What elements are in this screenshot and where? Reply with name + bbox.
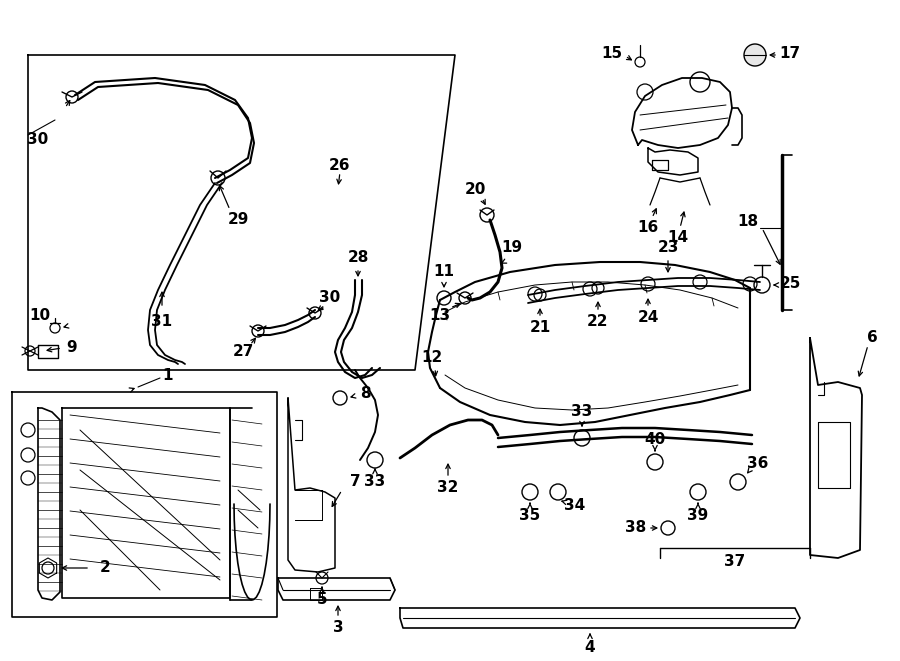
Text: 12: 12 xyxy=(421,350,443,366)
Text: 20: 20 xyxy=(464,182,486,198)
Text: 29: 29 xyxy=(228,212,248,227)
Text: 31: 31 xyxy=(151,315,173,329)
Text: 39: 39 xyxy=(688,508,708,524)
Text: 32: 32 xyxy=(437,481,459,496)
Text: 7: 7 xyxy=(350,475,360,490)
Text: 11: 11 xyxy=(434,264,454,280)
Text: 37: 37 xyxy=(724,555,745,570)
Text: 4: 4 xyxy=(585,641,595,656)
Text: 38: 38 xyxy=(626,520,646,535)
Text: 40: 40 xyxy=(644,432,666,447)
Text: 33: 33 xyxy=(364,475,385,490)
Text: 28: 28 xyxy=(347,251,369,266)
Text: 35: 35 xyxy=(519,508,541,524)
Text: 18: 18 xyxy=(737,215,759,229)
Text: 15: 15 xyxy=(601,46,623,61)
Circle shape xyxy=(744,44,766,66)
Text: 30: 30 xyxy=(320,290,340,305)
Text: 27: 27 xyxy=(232,344,254,360)
Text: 2: 2 xyxy=(100,561,111,576)
Text: 1: 1 xyxy=(163,368,173,383)
Text: 23: 23 xyxy=(657,241,679,256)
Text: 36: 36 xyxy=(747,457,769,471)
Text: 22: 22 xyxy=(587,315,608,329)
Text: 6: 6 xyxy=(867,330,877,346)
Text: 5: 5 xyxy=(317,592,328,607)
Text: 3: 3 xyxy=(333,621,343,635)
Text: 17: 17 xyxy=(779,46,801,61)
Text: 30: 30 xyxy=(27,132,49,147)
Text: 8: 8 xyxy=(360,387,370,401)
Text: 13: 13 xyxy=(429,309,451,323)
Text: 33: 33 xyxy=(572,405,592,420)
Text: 10: 10 xyxy=(29,309,50,323)
Text: 19: 19 xyxy=(501,241,523,256)
Text: 34: 34 xyxy=(564,498,586,514)
Text: 21: 21 xyxy=(529,321,551,336)
Text: 24: 24 xyxy=(637,311,659,325)
Text: 16: 16 xyxy=(637,221,659,235)
Text: 9: 9 xyxy=(67,340,77,356)
Text: 26: 26 xyxy=(329,157,351,173)
Text: 14: 14 xyxy=(668,231,688,245)
Text: 25: 25 xyxy=(779,276,801,290)
